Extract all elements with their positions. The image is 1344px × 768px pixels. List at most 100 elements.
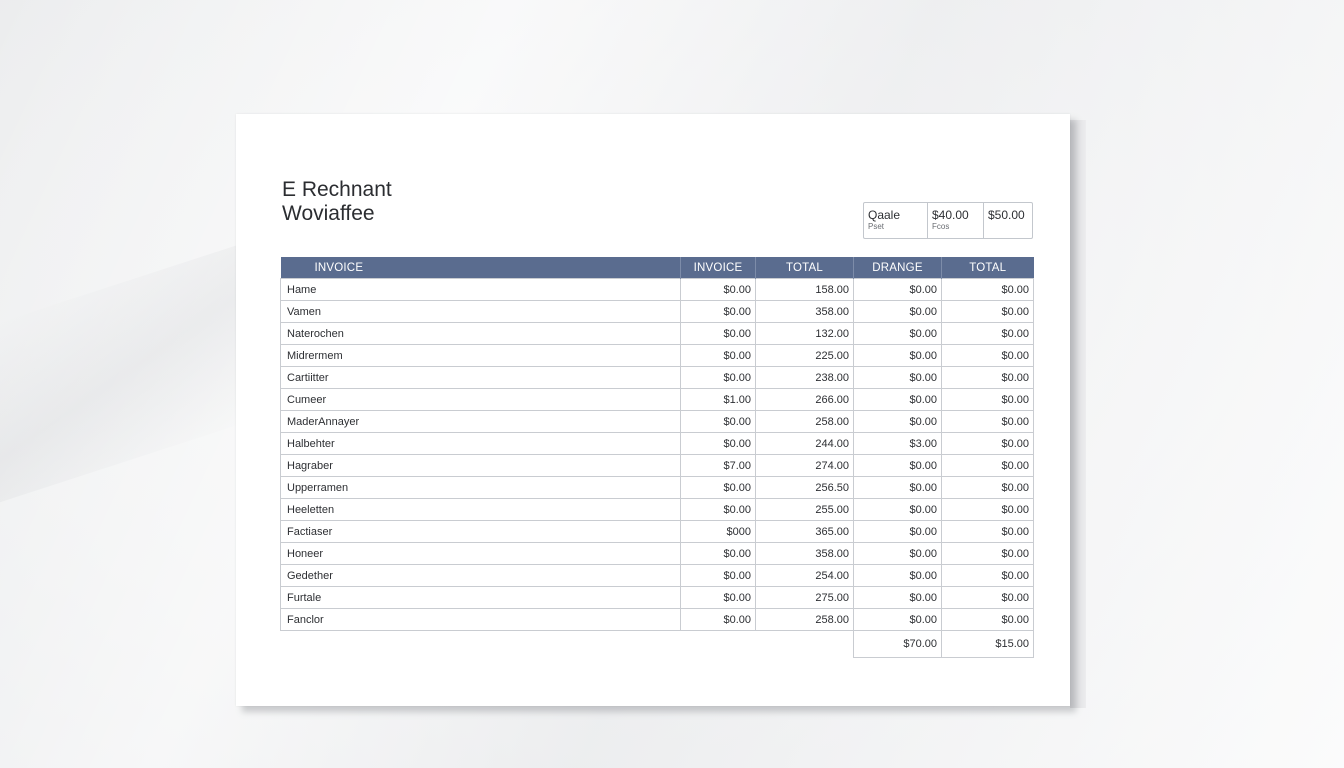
title-line-2: Woviaffee — [282, 202, 375, 225]
column-header: INVOICE — [280, 257, 681, 279]
summary-value: $50.00 — [988, 208, 1025, 222]
amount-cell: $0.00 — [853, 476, 942, 499]
item-name-cell: Factiaser — [280, 520, 681, 543]
amount-cell: $0.00 — [941, 476, 1034, 499]
item-name-cell: Naterochen — [280, 322, 681, 345]
table-row: Cartiitter $0.00 238.00 $0.00 $0.00 — [280, 366, 1034, 389]
table-row: Hagraber $7.00 274.00 $0.00 $0.00 — [280, 454, 1034, 477]
item-name-cell: Halbehter — [280, 432, 681, 455]
amount-cell: $0.00 — [680, 300, 756, 323]
amount-cell: $0.00 — [941, 278, 1034, 301]
amount-cell: 244.00 — [755, 432, 854, 455]
table-row: Vamen $0.00 358.00 $0.00 $0.00 — [280, 300, 1034, 323]
amount-cell: 256.50 — [755, 476, 854, 499]
amount-cell: 266.00 — [755, 388, 854, 411]
amount-cell: $0.00 — [853, 344, 942, 367]
amount-cell: 238.00 — [755, 366, 854, 389]
table-row: Fanclor $0.00 258.00 $0.00 $0.00 — [280, 608, 1034, 631]
table-row: Cumeer $1.00 266.00 $0.00 $0.00 — [280, 388, 1034, 411]
totals-row: $70.00 $15.00 — [281, 630, 1034, 658]
amount-cell: $0.00 — [853, 278, 942, 301]
item-name-cell: Gedether — [280, 564, 681, 587]
item-name-cell: Honeer — [280, 542, 681, 565]
amount-cell: $0.00 — [853, 454, 942, 477]
amount-cell: $0.00 — [853, 300, 942, 323]
amount-cell: $0.00 — [853, 410, 942, 433]
summary-value: $40.00 — [932, 208, 969, 222]
amount-cell: 275.00 — [755, 586, 854, 609]
amount-cell: 132.00 — [755, 322, 854, 345]
summary-box: Qaale Pset $40.00 Fcos $50.00 — [863, 202, 1033, 239]
amount-cell: $0.00 — [680, 476, 756, 499]
amount-cell: $0.00 — [941, 608, 1034, 631]
amount-cell: $1.00 — [680, 388, 756, 411]
amount-cell: 258.00 — [755, 608, 854, 631]
amount-cell: 225.00 — [755, 344, 854, 367]
amount-cell: $0.00 — [941, 344, 1034, 367]
amount-cell: $0.00 — [941, 520, 1034, 543]
amount-cell: $0.00 — [680, 366, 756, 389]
amount-cell: $0.00 — [941, 564, 1034, 587]
item-name-cell: Furtale — [280, 586, 681, 609]
column-header: INVOICE — [680, 257, 756, 279]
table-row: Factiaser $000 365.00 $0.00 $0.00 — [280, 520, 1034, 543]
table-row: Halbehter $0.00 244.00 $3.00 $0.00 — [280, 432, 1034, 455]
amount-cell: $0.00 — [853, 498, 942, 521]
item-name-cell: Cartiitter — [280, 366, 681, 389]
table-row: Furtale $0.00 275.00 $0.00 $0.00 — [280, 586, 1034, 609]
amount-cell: $0.00 — [680, 586, 756, 609]
amount-cell: $0.00 — [853, 520, 942, 543]
amount-cell: $0.00 — [680, 564, 756, 587]
amount-cell: $0.00 — [941, 322, 1034, 345]
amount-cell: $0.00 — [941, 586, 1034, 609]
amount-cell: $7.00 — [680, 454, 756, 477]
invoice-table: INVOICE INVOICE TOTAL DRANGE TOTAL Hame $… — [280, 257, 1034, 658]
table-header-row: INVOICE INVOICE TOTAL DRANGE TOTAL — [280, 257, 1034, 279]
amount-cell: $0.00 — [680, 608, 756, 631]
amount-cell: 358.00 — [755, 542, 854, 565]
summary-cell: $50.00 — [984, 203, 1032, 238]
amount-cell: $0.00 — [853, 542, 942, 565]
column-header: DRANGE — [853, 257, 942, 279]
amount-cell: 258.00 — [755, 410, 854, 433]
column-header: TOTAL — [941, 257, 1034, 279]
amount-cell: $0.00 — [941, 410, 1034, 433]
amount-cell: $0.00 — [680, 278, 756, 301]
amount-cell: $0.00 — [941, 300, 1034, 323]
item-name-cell: Cumeer — [280, 388, 681, 411]
table-row: Heeletten $0.00 255.00 $0.00 $0.00 — [280, 498, 1034, 521]
table-row: Hame $0.00 158.00 $0.00 $0.00 — [280, 278, 1034, 301]
table-row: Naterochen $0.00 132.00 $0.00 $0.00 — [280, 322, 1034, 345]
table-row: Honeer $0.00 358.00 $0.00 $0.00 — [280, 542, 1034, 565]
item-name-cell: MaderAnnayer — [280, 410, 681, 433]
amount-cell: $0.00 — [853, 608, 942, 631]
amount-cell: $0.00 — [853, 322, 942, 345]
paper-edge — [1070, 120, 1086, 708]
table-row: Midrermem $0.00 225.00 $0.00 $0.00 — [280, 344, 1034, 367]
amount-cell: $0.00 — [853, 564, 942, 587]
amount-cell: $0.00 — [853, 388, 942, 411]
invoice-sheet: E Rechnant Woviaffee Qaale Pset $40.00 F… — [236, 114, 1070, 706]
summary-sub: Pset — [868, 222, 885, 231]
column-header: TOTAL — [755, 257, 854, 279]
amount-cell: $0.00 — [941, 432, 1034, 455]
amount-cell: $0.00 — [853, 586, 942, 609]
amount-cell: 365.00 — [755, 520, 854, 543]
amount-cell: 254.00 — [755, 564, 854, 587]
amount-cell: $0.00 — [941, 388, 1034, 411]
amount-cell: $0.00 — [680, 498, 756, 521]
amount-cell: $0.00 — [941, 498, 1034, 521]
item-name-cell: Hagraber — [280, 454, 681, 477]
amount-cell: $0.00 — [941, 542, 1034, 565]
title-line-1: E Rechnant — [282, 178, 392, 201]
amount-cell: 274.00 — [755, 454, 854, 477]
total-cell: $15.00 — [941, 630, 1034, 658]
table-row: Upperramen $0.00 256.50 $0.00 $0.00 — [280, 476, 1034, 499]
table-row: Gedether $0.00 254.00 $0.00 $0.00 — [280, 564, 1034, 587]
amount-cell: $0.00 — [680, 542, 756, 565]
table-row: MaderAnnayer $0.00 258.00 $0.00 $0.00 — [280, 410, 1034, 433]
summary-cell: $40.00 Fcos — [928, 203, 984, 238]
amount-cell: $3.00 — [853, 432, 942, 455]
amount-cell: 358.00 — [755, 300, 854, 323]
item-name-cell: Heeletten — [280, 498, 681, 521]
